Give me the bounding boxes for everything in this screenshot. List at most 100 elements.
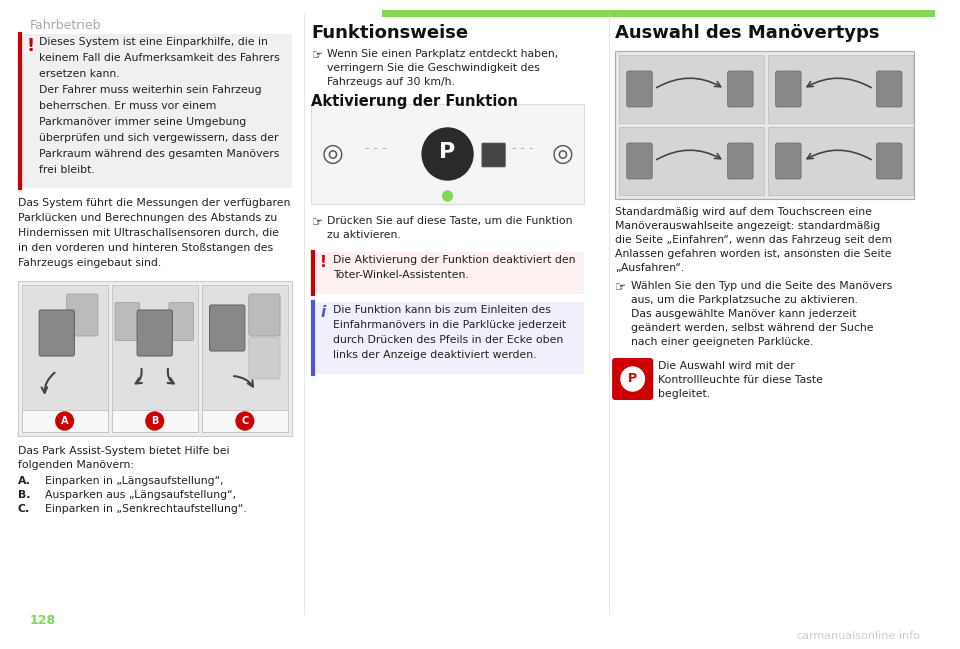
FancyBboxPatch shape (311, 302, 584, 374)
Text: keinem Fall die Aufmerksamkeit des Fahrers: keinem Fall die Aufmerksamkeit des Fahre… (39, 53, 280, 63)
Circle shape (443, 191, 452, 201)
Text: Standardmäßig wird auf dem Touchscreen eine: Standardmäßig wird auf dem Touchscreen e… (615, 207, 872, 217)
Text: die Seite „Einfahren“, wenn das Fahrzeug seit dem: die Seite „Einfahren“, wenn das Fahrzeug… (615, 235, 892, 245)
Text: Parkmanöver immer seine Umgebung: Parkmanöver immer seine Umgebung (39, 117, 247, 127)
Text: i: i (321, 305, 325, 320)
Text: Wenn Sie einen Parkplatz entdeckt haben,: Wenn Sie einen Parkplatz entdeckt haben, (327, 49, 559, 59)
FancyBboxPatch shape (728, 143, 753, 179)
Text: Funktionsweise: Funktionsweise (311, 24, 468, 42)
Text: ◎: ◎ (551, 142, 573, 166)
FancyBboxPatch shape (768, 55, 913, 123)
Text: C: C (241, 416, 249, 426)
FancyBboxPatch shape (21, 285, 108, 432)
Text: Wählen Sie den Typ und die Seite des Manövers: Wählen Sie den Typ und die Seite des Man… (631, 281, 892, 291)
Text: Ausparken aus „Längsaufstellung“,: Ausparken aus „Längsaufstellung“, (45, 490, 236, 500)
FancyBboxPatch shape (612, 358, 653, 400)
FancyBboxPatch shape (615, 51, 914, 199)
Text: A: A (60, 416, 68, 426)
Text: überprüfen und sich vergewissern, dass der: überprüfen und sich vergewissern, dass d… (39, 133, 278, 143)
Text: Parkraum während des gesamten Manövers: Parkraum während des gesamten Manövers (39, 149, 279, 159)
FancyBboxPatch shape (768, 127, 913, 195)
Text: Einparken in „Längsaufstellung“,: Einparken in „Längsaufstellung“, (45, 476, 224, 486)
Text: !: ! (27, 37, 35, 55)
FancyBboxPatch shape (39, 310, 75, 356)
FancyBboxPatch shape (776, 143, 801, 179)
FancyBboxPatch shape (876, 71, 902, 107)
FancyBboxPatch shape (619, 127, 764, 195)
Circle shape (56, 412, 74, 430)
Text: ☞: ☞ (311, 49, 323, 62)
Circle shape (621, 367, 644, 391)
Text: !: ! (321, 255, 327, 270)
Text: beherrschen. Er muss vor einem: beherrschen. Er muss vor einem (39, 101, 217, 111)
Circle shape (146, 412, 163, 430)
Text: durch Drücken des Pfeils in der Ecke oben: durch Drücken des Pfeils in der Ecke obe… (333, 335, 564, 345)
Text: - - -: - - - (366, 141, 387, 154)
Text: Fahrzeugs eingebaut sind.: Fahrzeugs eingebaut sind. (17, 258, 161, 268)
Text: ☞: ☞ (311, 216, 323, 229)
Text: P: P (440, 142, 456, 162)
Text: Parklücken und Berechnungen des Abstands zu: Parklücken und Berechnungen des Abstands… (17, 213, 276, 223)
FancyBboxPatch shape (619, 55, 764, 123)
FancyBboxPatch shape (209, 305, 245, 351)
FancyBboxPatch shape (249, 294, 280, 336)
FancyBboxPatch shape (482, 143, 505, 167)
Text: folgenden Manövern:: folgenden Manövern: (17, 460, 133, 470)
Text: Manöverauswahlseite angezeigt: standardmäßig: Manöverauswahlseite angezeigt: standardm… (615, 221, 880, 231)
FancyBboxPatch shape (627, 143, 652, 179)
FancyBboxPatch shape (311, 252, 584, 294)
Text: begleitet.: begleitet. (659, 389, 710, 399)
Circle shape (422, 128, 473, 180)
Text: Die Funktion kann bis zum Einleiten des: Die Funktion kann bis zum Einleiten des (333, 305, 551, 315)
Text: Einparken in „Senkrechtaufstellung“.: Einparken in „Senkrechtaufstellung“. (45, 504, 247, 514)
Text: „Ausfahren“.: „Ausfahren“. (615, 263, 684, 273)
FancyBboxPatch shape (627, 71, 652, 107)
Text: ersetzen kann.: ersetzen kann. (39, 69, 120, 79)
Text: verringern Sie die Geschwindigkeit des: verringern Sie die Geschwindigkeit des (327, 63, 540, 73)
Text: ☞: ☞ (615, 281, 626, 294)
Text: Die Aktivierung der Funktion deaktiviert den: Die Aktivierung der Funktion deaktiviert… (333, 255, 575, 265)
Text: B: B (151, 416, 158, 426)
Text: zu aktivieren.: zu aktivieren. (327, 230, 401, 240)
Text: Das System führt die Messungen der verfügbaren: Das System führt die Messungen der verfü… (17, 198, 290, 208)
Text: Das ausgewählte Manöver kann jederzeit: Das ausgewählte Manöver kann jederzeit (631, 309, 856, 319)
FancyBboxPatch shape (776, 71, 801, 107)
FancyBboxPatch shape (382, 10, 935, 17)
Text: Drücken Sie auf diese Taste, um die Funktion: Drücken Sie auf diese Taste, um die Funk… (327, 216, 572, 226)
Text: A.: A. (17, 476, 31, 486)
Text: Aktivierung der Funktion: Aktivierung der Funktion (311, 94, 518, 109)
Text: carmanualsonline.info: carmanualsonline.info (797, 631, 921, 641)
Text: nach einer geeigneten Parklücke.: nach einer geeigneten Parklücke. (631, 337, 813, 347)
Text: aus, um die Parkplatzsuche zu aktivieren.: aus, um die Parkplatzsuche zu aktivieren… (631, 295, 857, 305)
Text: Kontrollleuchte für diese Taste: Kontrollleuchte für diese Taste (659, 375, 823, 385)
Text: links der Anzeige deaktiviert werden.: links der Anzeige deaktiviert werden. (333, 350, 537, 360)
FancyBboxPatch shape (17, 34, 292, 188)
FancyBboxPatch shape (876, 143, 902, 179)
FancyBboxPatch shape (202, 285, 288, 432)
Text: Hindernissen mit Ultraschallsensoren durch, die: Hindernissen mit Ultraschallsensoren dur… (17, 228, 278, 238)
Text: Fahrzeugs auf 30 km/h.: Fahrzeugs auf 30 km/h. (327, 77, 455, 87)
Text: Auswahl des Manövertyps: Auswahl des Manövertyps (615, 24, 879, 42)
Text: Das Park Assist-System bietet Hilfe bei: Das Park Assist-System bietet Hilfe bei (17, 446, 229, 456)
Text: 128: 128 (30, 614, 56, 627)
Text: P: P (628, 373, 637, 386)
Text: B.: B. (17, 490, 30, 500)
FancyBboxPatch shape (137, 310, 173, 356)
FancyBboxPatch shape (111, 285, 198, 432)
Text: ◎: ◎ (322, 142, 344, 166)
Text: Anlassen gefahren worden ist, ansonsten die Seite: Anlassen gefahren worden ist, ansonsten … (615, 249, 892, 259)
Text: in den vorderen und hinteren Stoßstangen des: in den vorderen und hinteren Stoßstangen… (17, 243, 273, 253)
FancyBboxPatch shape (115, 302, 139, 341)
FancyBboxPatch shape (202, 410, 288, 432)
Circle shape (236, 412, 253, 430)
FancyBboxPatch shape (17, 281, 292, 436)
Text: Einfahrmanövers in die Parklücke jederzeit: Einfahrmanövers in die Parklücke jederze… (333, 320, 566, 330)
FancyBboxPatch shape (311, 104, 584, 204)
Text: Toter-Winkel-Assistenten.: Toter-Winkel-Assistenten. (333, 270, 468, 280)
FancyBboxPatch shape (21, 410, 108, 432)
FancyBboxPatch shape (66, 294, 98, 336)
FancyBboxPatch shape (111, 410, 198, 432)
Text: geändert werden, selbst während der Suche: geändert werden, selbst während der Such… (631, 323, 874, 333)
Text: Fahrbetrieb: Fahrbetrieb (30, 19, 101, 32)
FancyBboxPatch shape (169, 302, 193, 341)
